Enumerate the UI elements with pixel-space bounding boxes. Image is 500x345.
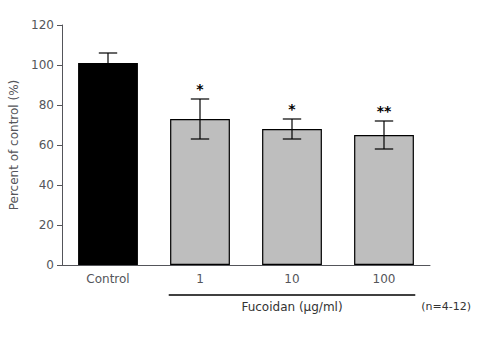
svg-text:**: ** (377, 103, 392, 119)
svg-text:*: * (196, 81, 204, 97)
svg-text:80: 80 (39, 98, 54, 112)
svg-text:Percent of control (%): Percent of control (%) (7, 80, 21, 211)
svg-text:20: 20 (39, 218, 54, 232)
svg-text:Fucoidan (μg/ml): Fucoidan (μg/ml) (241, 300, 342, 314)
svg-text:Control: Control (86, 272, 129, 286)
svg-text:40: 40 (39, 178, 54, 192)
svg-text:10: 10 (284, 272, 299, 286)
svg-text:100: 100 (373, 272, 396, 286)
svg-text:*: * (288, 101, 296, 117)
svg-text:100: 100 (31, 58, 54, 72)
svg-text:0: 0 (46, 258, 54, 272)
svg-text:1: 1 (196, 272, 204, 286)
svg-text:120: 120 (31, 18, 54, 32)
svg-text:(n=4-12): (n=4-12) (421, 300, 471, 313)
svg-text:60: 60 (39, 138, 54, 152)
